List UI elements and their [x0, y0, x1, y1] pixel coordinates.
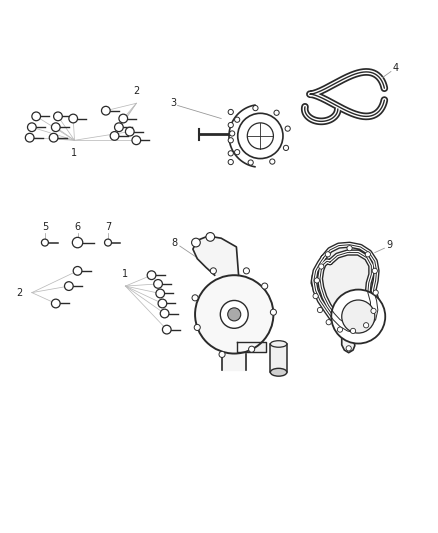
- Circle shape: [210, 268, 216, 274]
- Circle shape: [28, 123, 36, 132]
- Circle shape: [253, 106, 258, 111]
- Circle shape: [235, 117, 240, 122]
- Text: 2: 2: [133, 86, 139, 96]
- Circle shape: [206, 232, 215, 241]
- Circle shape: [342, 300, 375, 333]
- Polygon shape: [237, 342, 265, 352]
- Text: 9: 9: [387, 240, 393, 250]
- Circle shape: [64, 282, 73, 290]
- Circle shape: [372, 268, 378, 273]
- Text: 1: 1: [71, 148, 78, 158]
- Circle shape: [147, 271, 156, 279]
- Circle shape: [154, 279, 162, 288]
- Circle shape: [115, 123, 123, 132]
- Text: 1: 1: [122, 269, 128, 279]
- Circle shape: [371, 308, 376, 313]
- Circle shape: [331, 289, 385, 344]
- Circle shape: [220, 301, 248, 328]
- Circle shape: [51, 123, 60, 132]
- Text: 2: 2: [16, 288, 22, 297]
- Circle shape: [105, 239, 112, 246]
- Circle shape: [261, 283, 268, 289]
- Circle shape: [274, 110, 279, 115]
- Circle shape: [285, 126, 290, 131]
- Circle shape: [365, 252, 371, 257]
- Circle shape: [191, 238, 200, 247]
- Circle shape: [158, 299, 167, 308]
- Circle shape: [228, 308, 241, 321]
- Circle shape: [350, 328, 356, 334]
- Circle shape: [326, 320, 331, 325]
- Circle shape: [346, 346, 351, 351]
- Circle shape: [160, 309, 169, 318]
- Circle shape: [49, 133, 58, 142]
- Circle shape: [102, 107, 110, 115]
- Circle shape: [42, 239, 48, 246]
- Circle shape: [283, 146, 289, 150]
- Circle shape: [319, 264, 324, 269]
- Circle shape: [219, 351, 225, 358]
- Circle shape: [32, 112, 41, 120]
- Circle shape: [325, 252, 330, 257]
- Circle shape: [73, 266, 82, 275]
- Text: 3: 3: [170, 98, 177, 108]
- Circle shape: [228, 123, 233, 128]
- Circle shape: [373, 290, 378, 295]
- Polygon shape: [193, 236, 239, 275]
- Circle shape: [132, 136, 141, 144]
- Text: 8: 8: [172, 238, 178, 247]
- Text: 4: 4: [392, 63, 398, 73]
- Circle shape: [228, 159, 233, 165]
- Circle shape: [364, 322, 369, 328]
- Circle shape: [249, 346, 254, 352]
- Circle shape: [318, 308, 322, 313]
- Circle shape: [228, 138, 233, 143]
- Polygon shape: [342, 332, 355, 353]
- Text: 7: 7: [105, 222, 111, 232]
- Circle shape: [51, 299, 60, 308]
- Circle shape: [230, 131, 235, 136]
- Circle shape: [125, 127, 134, 136]
- Circle shape: [194, 325, 200, 330]
- Polygon shape: [222, 353, 247, 370]
- Circle shape: [156, 289, 165, 298]
- Polygon shape: [311, 246, 376, 328]
- Ellipse shape: [270, 341, 287, 347]
- Circle shape: [119, 114, 127, 123]
- Circle shape: [72, 237, 83, 248]
- Circle shape: [270, 159, 275, 164]
- Bar: [270, 344, 287, 372]
- Circle shape: [270, 309, 276, 315]
- Circle shape: [337, 327, 343, 332]
- Circle shape: [25, 133, 34, 142]
- Text: 6: 6: [74, 222, 81, 232]
- Circle shape: [314, 278, 320, 283]
- Ellipse shape: [270, 368, 287, 376]
- Circle shape: [244, 268, 250, 274]
- Circle shape: [110, 132, 119, 140]
- Circle shape: [347, 246, 352, 251]
- Circle shape: [195, 275, 273, 353]
- Circle shape: [235, 150, 240, 155]
- Circle shape: [228, 109, 233, 115]
- Circle shape: [53, 112, 62, 120]
- Text: 5: 5: [42, 222, 48, 232]
- Circle shape: [162, 325, 171, 334]
- Circle shape: [192, 295, 198, 301]
- Circle shape: [69, 114, 78, 123]
- Circle shape: [228, 151, 233, 156]
- Circle shape: [313, 294, 318, 298]
- Circle shape: [248, 160, 253, 165]
